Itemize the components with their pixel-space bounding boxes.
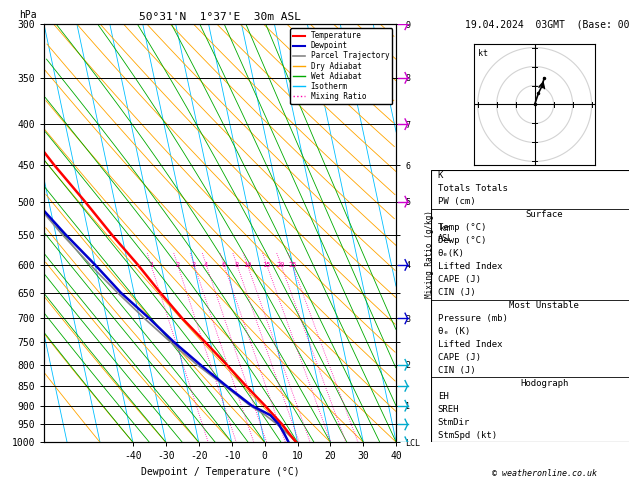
- Text: 10: 10: [243, 262, 252, 268]
- X-axis label: Dewpoint / Temperature (°C): Dewpoint / Temperature (°C): [141, 467, 299, 477]
- Text: CAPE (J): CAPE (J): [438, 275, 481, 284]
- Title: 50°31'N  1°37'E  30m ASL: 50°31'N 1°37'E 30m ASL: [139, 12, 301, 22]
- Text: Pressure (mb): Pressure (mb): [438, 314, 508, 323]
- Text: CIN (J): CIN (J): [438, 288, 476, 297]
- Text: CIN (J): CIN (J): [438, 366, 476, 375]
- Text: PW (cm): PW (cm): [438, 197, 476, 207]
- Text: Lifted Index: Lifted Index: [438, 340, 502, 349]
- Text: StmDir: StmDir: [438, 417, 470, 427]
- Text: EH: EH: [438, 392, 448, 401]
- Text: 3: 3: [192, 262, 196, 268]
- Text: SREH: SREH: [438, 405, 459, 414]
- Text: 19.04.2024  03GMT  (Base: 00): 19.04.2024 03GMT (Base: 00): [465, 19, 629, 29]
- Text: 15: 15: [262, 262, 271, 268]
- Text: 6: 6: [222, 262, 226, 268]
- Text: 2: 2: [175, 262, 180, 268]
- Text: kt: kt: [477, 50, 487, 58]
- Text: Hodograph: Hodograph: [520, 379, 568, 388]
- Text: 4: 4: [204, 262, 208, 268]
- Text: K: K: [438, 172, 443, 180]
- Text: Temp (°C): Temp (°C): [438, 223, 486, 232]
- Legend: Temperature, Dewpoint, Parcel Trajectory, Dry Adiabat, Wet Adiabat, Isotherm, Mi: Temperature, Dewpoint, Parcel Trajectory…: [290, 28, 392, 104]
- Text: Mixing Ratio (g/kg): Mixing Ratio (g/kg): [425, 210, 434, 298]
- Text: hPa: hPa: [19, 10, 37, 20]
- Text: 20: 20: [277, 262, 286, 268]
- Text: StmSpd (kt): StmSpd (kt): [438, 431, 497, 440]
- Text: 8: 8: [235, 262, 239, 268]
- Text: Totals Totals: Totals Totals: [438, 184, 508, 193]
- Text: Dewp (°C): Dewp (°C): [438, 236, 486, 245]
- Text: CAPE (J): CAPE (J): [438, 353, 481, 362]
- Text: θₑ(K): θₑ(K): [438, 249, 465, 258]
- Y-axis label: km
ASL: km ASL: [438, 224, 453, 243]
- Text: 25: 25: [288, 262, 296, 268]
- Text: © weatheronline.co.uk: © weatheronline.co.uk: [492, 469, 596, 478]
- Text: 1: 1: [149, 262, 153, 268]
- Text: θₑ (K): θₑ (K): [438, 327, 470, 336]
- Text: Most Unstable: Most Unstable: [509, 301, 579, 310]
- Text: Surface: Surface: [525, 210, 563, 219]
- Text: Lifted Index: Lifted Index: [438, 262, 502, 271]
